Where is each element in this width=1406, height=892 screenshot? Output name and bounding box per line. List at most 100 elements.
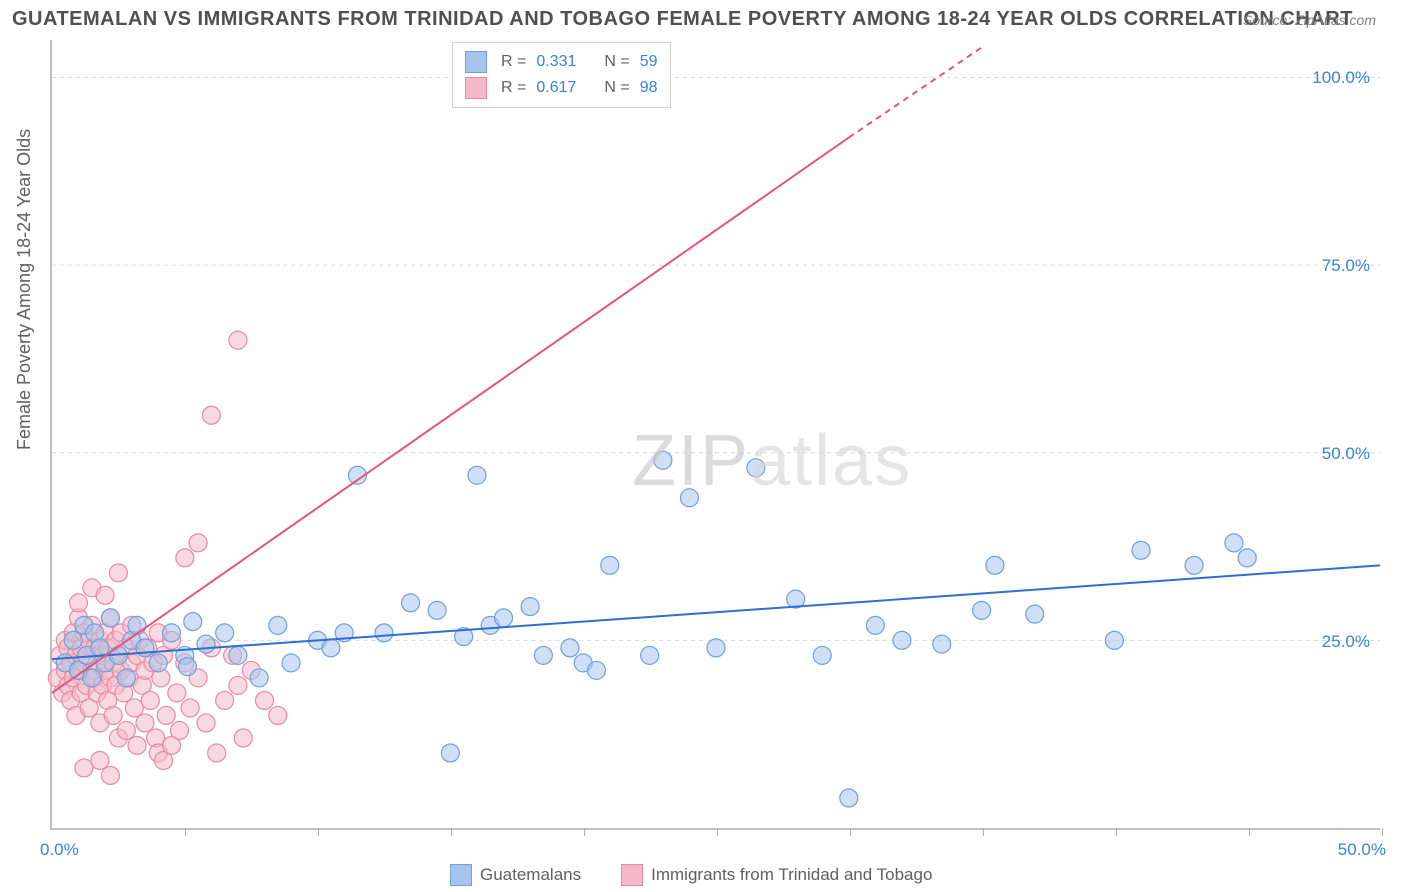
data-point — [189, 534, 207, 552]
data-point — [171, 721, 189, 739]
data-point — [1225, 534, 1243, 552]
r-value-1: 0.331 — [536, 53, 576, 71]
data-point — [402, 594, 420, 612]
swatch-series-1 — [465, 51, 487, 73]
data-point — [322, 639, 340, 657]
data-point — [641, 646, 659, 664]
y-axis-label: Female Poverty Among 18-24 Year Olds — [14, 129, 35, 450]
r-label-2: R = — [501, 79, 526, 97]
stats-row-1: R = 0.331 N = 59 — [465, 49, 658, 75]
data-point — [149, 654, 167, 672]
data-point — [229, 331, 247, 349]
data-point — [163, 624, 181, 642]
scatter-svg — [52, 40, 1380, 828]
n-value-1: 59 — [640, 53, 658, 71]
x-tick — [1382, 828, 1383, 836]
data-point — [101, 609, 119, 627]
source-credit: Source: ZipAtlas.com — [1243, 12, 1376, 28]
data-point — [1026, 605, 1044, 623]
data-point — [216, 624, 234, 642]
data-point — [521, 598, 539, 616]
stats-row-2: R = 0.617 N = 98 — [465, 75, 658, 101]
data-point — [1185, 556, 1203, 574]
stats-legend: R = 0.331 N = 59 R = 0.617 N = 98 — [452, 42, 671, 108]
data-point — [255, 691, 273, 709]
x-min-label: 0.0% — [40, 840, 79, 860]
x-tick — [185, 828, 186, 836]
legend-label-1: Guatemalans — [480, 865, 581, 885]
data-point — [208, 744, 226, 762]
data-point — [197, 635, 215, 653]
data-point — [269, 616, 287, 634]
x-max-label: 50.0% — [1338, 840, 1386, 860]
data-point — [168, 684, 186, 702]
data-point — [117, 669, 135, 687]
legend-item-1: Guatemalans — [450, 864, 581, 886]
n-label-2: N = — [604, 79, 629, 97]
y-tick-label: 75.0% — [1322, 256, 1370, 276]
data-point — [101, 766, 119, 784]
data-point — [178, 658, 196, 676]
data-point — [136, 639, 154, 657]
x-tick — [584, 828, 585, 836]
x-tick — [850, 828, 851, 836]
data-point — [654, 451, 672, 469]
plot-area: ZIPatlas R = 0.331 N = 59 R = 0.617 N = … — [50, 40, 1380, 830]
legend-swatch-1 — [450, 864, 472, 886]
data-point — [282, 654, 300, 672]
x-tick — [983, 828, 984, 836]
x-tick — [1249, 828, 1250, 836]
y-tick-label: 25.0% — [1322, 632, 1370, 652]
data-point — [176, 549, 194, 567]
data-point — [229, 676, 247, 694]
x-tick — [318, 828, 319, 836]
data-point — [234, 729, 252, 747]
data-point — [83, 669, 101, 687]
data-point — [495, 609, 513, 627]
data-point — [1132, 541, 1150, 559]
data-point — [986, 556, 1004, 574]
data-point — [269, 706, 287, 724]
data-point — [866, 616, 884, 634]
data-point — [893, 631, 911, 649]
data-point — [197, 714, 215, 732]
data-point — [250, 669, 268, 687]
data-point — [117, 721, 135, 739]
trend-line — [52, 138, 849, 693]
n-label: N = — [604, 53, 629, 71]
data-point — [680, 489, 698, 507]
data-point — [601, 556, 619, 574]
data-point — [136, 714, 154, 732]
n-value-2: 98 — [640, 79, 658, 97]
data-point — [1105, 631, 1123, 649]
y-tick-label: 100.0% — [1312, 68, 1370, 88]
data-point — [128, 736, 146, 754]
data-point — [104, 706, 122, 724]
data-point — [561, 639, 579, 657]
y-tick-label: 50.0% — [1322, 444, 1370, 464]
bottom-legend: Guatemalans Immigrants from Trinidad and… — [450, 864, 932, 886]
data-point — [428, 601, 446, 619]
data-point — [707, 639, 725, 657]
legend-swatch-2 — [621, 864, 643, 886]
data-point — [468, 466, 486, 484]
data-point — [109, 564, 127, 582]
data-point — [375, 624, 393, 642]
data-point — [973, 601, 991, 619]
data-point — [64, 631, 82, 649]
data-point — [157, 706, 175, 724]
data-point — [96, 586, 114, 604]
data-point — [202, 406, 220, 424]
data-point — [747, 459, 765, 477]
x-tick — [451, 828, 452, 836]
data-point — [1238, 549, 1256, 567]
x-tick — [717, 828, 718, 836]
legend-label-2: Immigrants from Trinidad and Tobago — [651, 865, 932, 885]
data-point — [181, 699, 199, 717]
data-point — [184, 613, 202, 631]
data-point — [91, 751, 109, 769]
data-point — [75, 759, 93, 777]
chart-title: GUATEMALAN VS IMMIGRANTS FROM TRINIDAD A… — [12, 8, 1353, 31]
data-point — [534, 646, 552, 664]
data-point — [813, 646, 831, 664]
